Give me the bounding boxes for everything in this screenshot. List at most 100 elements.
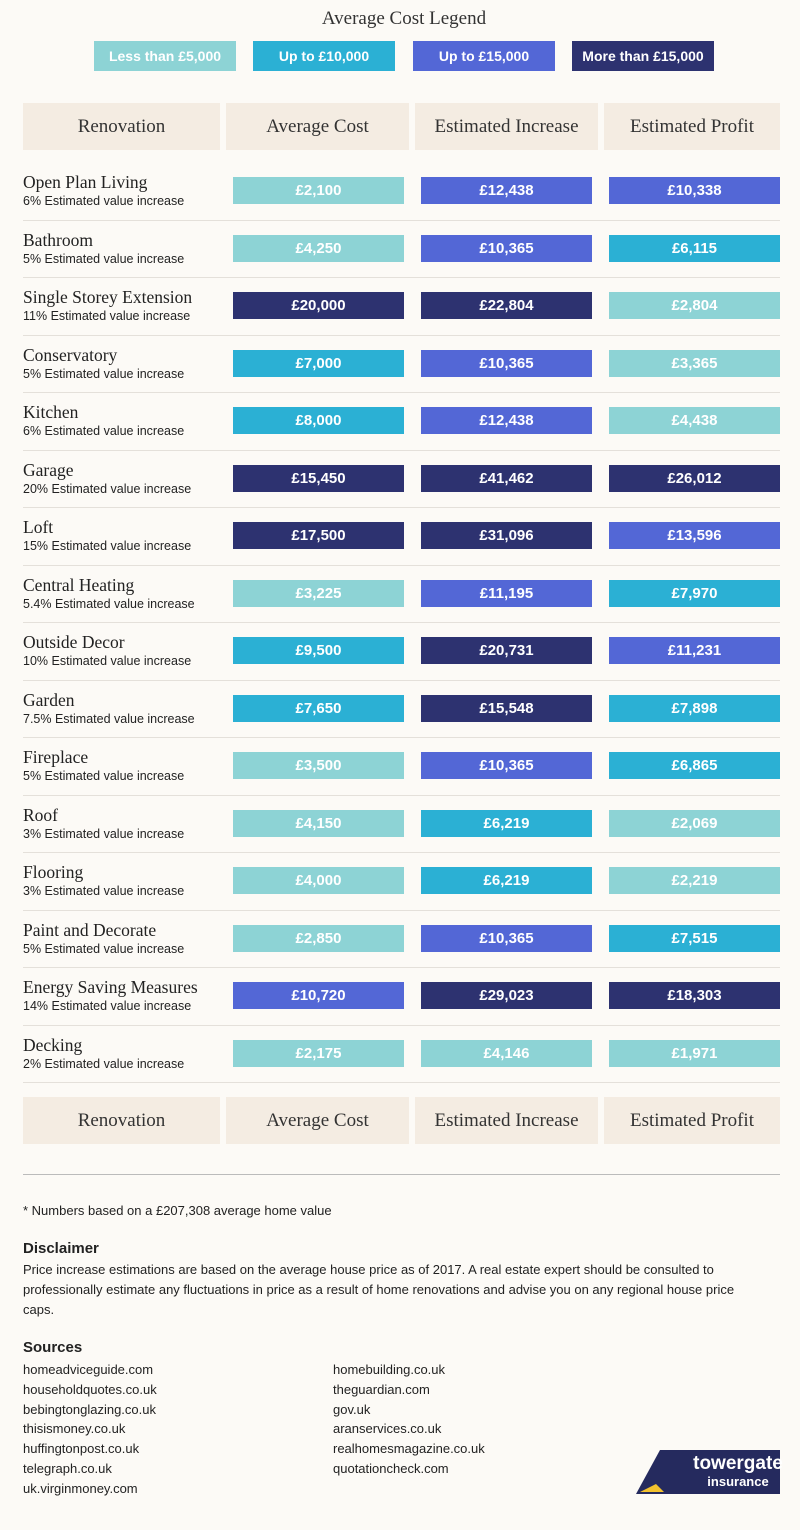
renovation-note: 6% Estimated value increase (23, 194, 185, 208)
table-row: Flooring 3% Estimated value increase £4,00… (23, 852, 780, 911)
renovation-note: 10% Estimated value increase (23, 654, 192, 668)
renovation-note: 5% Estimated value increase (23, 769, 185, 783)
header-cell: Average Cost (226, 1097, 409, 1144)
renovation-name: Garage (23, 459, 74, 480)
value-cell: £6,865 (609, 752, 780, 779)
renovation-name: Outside Decor (23, 632, 125, 652)
source-link: gov.uk (333, 1401, 371, 1417)
value-cell: £4,438 (609, 407, 780, 434)
source-link: quotationcheck.com (333, 1461, 449, 1476)
table-row: Kitchen 6% Estimated value increase £8,000… (23, 392, 780, 451)
value-cell: £3,365 (609, 349, 780, 377)
renovation-name: Open Plan Living (23, 172, 148, 192)
renovation-name: Fireplace (23, 747, 89, 767)
source-link: householdquotes.co.uk (23, 1381, 157, 1397)
table-row: Open Plan Living 6% Estimated value incre… (23, 162, 780, 221)
value-cell: £6,115 (609, 234, 780, 262)
table-row: Conservatory 5% Estimated value increase £… (23, 335, 780, 393)
renovation-name: Decking (23, 1034, 83, 1055)
renovation-name: Bathroom (23, 229, 93, 250)
renovation-note: 2% Estimated value increase (23, 1056, 185, 1071)
divider (23, 1174, 780, 1175)
value-cell: £12,438 (421, 407, 592, 434)
source-link: aranservices.co.uk (333, 1421, 442, 1437)
value-cell: £4,150 (233, 809, 404, 837)
source-link: telegraph.co.uk (23, 1461, 112, 1476)
header-cell: Renovation (23, 1097, 220, 1144)
disclaimer-text: Price increase estimations are based on … (23, 1262, 735, 1317)
value-cell: £22,804 (421, 292, 592, 319)
renovation-name: Paint and Decorate (23, 919, 157, 940)
renovation-note: 11% Estimated value increase (23, 309, 191, 323)
source-link: uk.virginmoney.com (23, 1480, 138, 1496)
table-row: Single Storey Extension 11% Estimated val… (23, 277, 780, 336)
source-link: huffingtonpost.co.uk (23, 1441, 140, 1457)
renovation-name: Roof (23, 804, 58, 825)
source-link: homebuilding.co.uk (333, 1362, 446, 1377)
value-cell: £7,650 (233, 694, 404, 722)
renovation-note: 6% Estimated value increase (23, 424, 185, 438)
table-row: Outside Decor 10% Estimated value increas… (23, 622, 780, 681)
table-row: Roof 3% Estimated value increase £4,150 £6,… (23, 795, 780, 853)
logo-shape (636, 1450, 780, 1494)
value-cell: £9,500 (233, 637, 404, 664)
value-cell: £20,000 (233, 292, 404, 319)
table-row: Decking 2% Estimated value increase £2,175… (23, 1025, 780, 1083)
header-cell: Renovation (23, 103, 220, 150)
value-cell: £2,069 (609, 809, 780, 837)
source-link: thisismoney.co.uk (23, 1421, 126, 1437)
header-cell: Average Cost (226, 103, 409, 150)
value-cell: £6,219 (421, 809, 592, 837)
sources-title: Sources (23, 1339, 83, 1356)
renovation-note: 5% Estimated value increase (23, 366, 185, 381)
source-link: bebingtonglazing.co.uk (23, 1401, 156, 1417)
renovation-name: Garden (23, 689, 75, 710)
renovation-name: Loft (23, 517, 54, 537)
footnote: * Numbers based on a £207,308 average ho… (23, 1203, 332, 1218)
table-row: Loft 15% Estimated value increase £17,500 £… (23, 507, 780, 566)
value-cell: £4,250 (233, 234, 404, 262)
header-cell: Estimated Increase (415, 103, 598, 150)
value-cell: £2,219 (609, 867, 780, 894)
logo: towergate insurance (636, 1450, 783, 1494)
value-cell: £7,000 (233, 349, 404, 377)
value-cell: £10,338 (609, 177, 780, 204)
disclaimer-title: Disclaimer (23, 1240, 99, 1257)
renovation-name: Central Heating (23, 574, 135, 595)
logo-text: towergate (693, 1453, 783, 1474)
value-cell: £15,548 (421, 694, 592, 722)
table-row: Garage 20% Estimated value increase £15,45… (23, 450, 780, 508)
table-row: Fireplace 5% Estimated value increase £3,5… (23, 737, 780, 796)
value-cell: £2,804 (609, 292, 780, 319)
legend-item: Up to £15,000 (413, 41, 555, 71)
header-cell: Estimated Profit (604, 103, 780, 150)
value-cell: £11,231 (609, 637, 780, 664)
value-cell: £10,365 (421, 752, 592, 779)
value-cell: £15,450 (233, 464, 404, 492)
renovation-name: Conservatory (23, 344, 118, 365)
value-cell: £2,850 (233, 924, 404, 952)
value-cell: £29,023 (421, 982, 592, 1009)
renovation-note: 7.5% Estimated value increase (23, 711, 195, 726)
value-cell: £4,146 (421, 1039, 592, 1067)
legend-item: More than £15,000 (572, 41, 714, 71)
renovation-note: 14% Estimated value increase (23, 999, 192, 1013)
legend-title: Average Cost Legend (321, 8, 487, 29)
value-cell: £3,225 (233, 579, 404, 607)
renovation-note: 20% Estimated value increase (23, 481, 192, 496)
value-cell: £7,970 (609, 579, 780, 607)
value-cell: £7,898 (609, 694, 780, 722)
value-cell: £20,731 (421, 637, 592, 664)
renovation-name: Flooring (23, 862, 84, 882)
value-cell: £10,365 (421, 924, 592, 952)
source-link: realhomesmagazine.co.uk (333, 1441, 485, 1457)
header-cell: Estimated Increase (415, 1097, 598, 1144)
value-cell: £18,303 (609, 982, 780, 1009)
value-cell: £11,195 (421, 579, 592, 607)
renovation-note: 5% Estimated value increase (23, 251, 185, 266)
renovation-name: Single Storey Extension (23, 287, 193, 307)
value-cell: £41,462 (421, 464, 592, 492)
logo-subtext: insurance (707, 1474, 768, 1489)
value-cell: £4,000 (233, 867, 404, 894)
